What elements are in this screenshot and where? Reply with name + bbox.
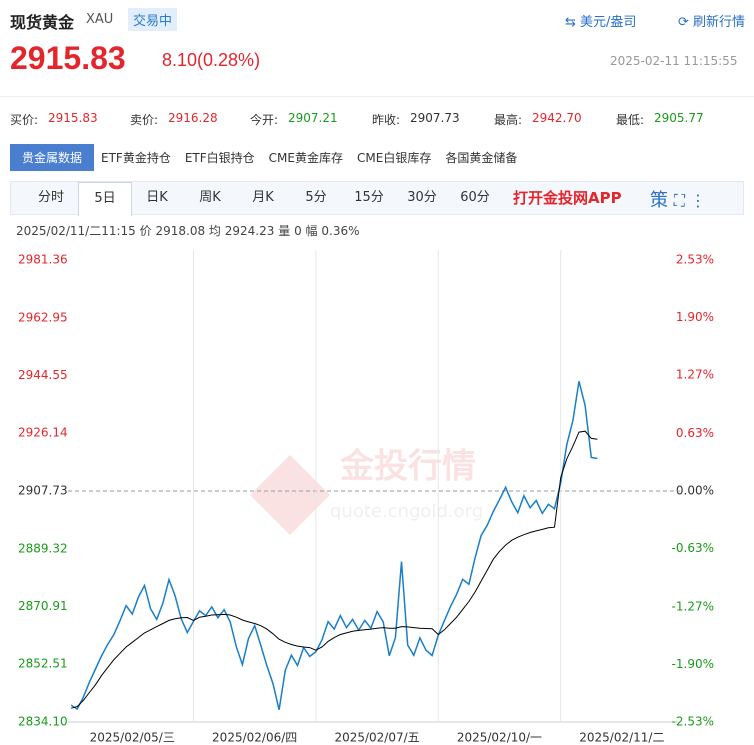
time: 2025-02-11 11:15:55 xyxy=(610,54,738,68)
series-line xyxy=(70,381,598,711)
x-tick-label: 2025/02/11/二 xyxy=(579,731,664,745)
y2-tick-label: -2.53% xyxy=(672,715,714,729)
icon[interactable]: 策 ⛶ ⋮ xyxy=(650,190,707,211)
y-tick-label: 2889.32 xyxy=(18,541,68,555)
quote-label: 昨收: xyxy=(372,113,401,127)
y-tick-label: 2926.14 xyxy=(18,426,68,440)
change: 8.10(0.28%) xyxy=(162,50,261,70)
period-tab[interactable]: 15分 xyxy=(354,190,384,205)
y2-tick-label: -1.27% xyxy=(672,599,714,613)
y2-tick-label: -1.90% xyxy=(672,657,714,671)
info-value: 2924.23 xyxy=(224,224,275,238)
y-tick-label: 2834.10 xyxy=(18,715,68,729)
unit-button[interactable]: ⇆ 美元/盎司 xyxy=(565,15,637,30)
quote-value: 2907.21 xyxy=(288,111,338,125)
info-label: 量 xyxy=(278,224,291,238)
tab[interactable]: CME黄金库存 xyxy=(268,151,343,165)
quote-value: 2916.28 xyxy=(168,111,218,125)
code: XAU xyxy=(86,12,114,27)
period-tab[interactable]: 60分 xyxy=(460,190,490,205)
y2-tick-label: 0.63% xyxy=(676,426,714,440)
y2-tick-label: 2.53% xyxy=(676,253,714,267)
period-tab[interactable]: 日K xyxy=(146,190,168,205)
tab[interactable]: CME白银库存 xyxy=(357,151,432,165)
quote-value: 2942.70 xyxy=(532,111,582,125)
info-label: 幅 xyxy=(305,224,318,238)
x-tick-label: 2025/02/07/五 xyxy=(334,731,419,745)
x-tick-label: 2025/02/10/一 xyxy=(457,731,542,745)
info-value: 2918.08 xyxy=(155,224,206,238)
period-bar: 分时 5日 日K 周K 月K 5分 15分 30分 60分 xyxy=(10,181,744,216)
y-tick-label: 2962.95 xyxy=(18,310,68,324)
info: 2025/02/11/二11:15 价 2918.08 均 2924.23 量 … xyxy=(16,222,360,239)
quote-label: 最低: xyxy=(616,113,645,127)
y-tick-label: 2870.91 xyxy=(18,599,68,613)
info-label: 价 xyxy=(139,224,152,238)
period-tab[interactable]: 月K xyxy=(252,190,274,205)
period-tab[interactable]: 5日 xyxy=(78,182,132,216)
quote-value: 2915.83 xyxy=(48,111,98,125)
period-tab[interactable]: 30分 xyxy=(407,190,437,205)
quote-label: 今开: xyxy=(250,113,279,127)
watermark-url: quote.cngold.org xyxy=(330,501,483,522)
tab[interactable]: 贵金属数据 xyxy=(10,144,95,171)
info-value: 0 xyxy=(294,224,302,238)
y-tick-label: 2944.55 xyxy=(18,368,68,382)
app-link[interactable]: 打开金投网APP xyxy=(513,189,622,207)
tab[interactable]: ETF黄金持仓 xyxy=(101,151,171,165)
unit: 美元/盎司 xyxy=(580,15,637,30)
quote-label: 买价: xyxy=(10,113,39,127)
period-tab[interactable]: 5分 xyxy=(305,190,327,205)
x-tick-label: 2025/02/06/四 xyxy=(212,731,297,745)
series-line xyxy=(70,430,598,709)
status: 交易中 xyxy=(128,8,178,31)
info-label: 均 xyxy=(208,224,221,238)
refresh: 刷新行情 xyxy=(693,15,746,30)
divider xyxy=(0,96,754,97)
info-value: 0.36% xyxy=(321,224,360,238)
period-tab[interactable]: 分时 xyxy=(37,190,64,205)
info-time: 2025/02/11/二11:15 xyxy=(16,224,136,238)
refresh-button[interactable]: ⟳ 刷新行情 xyxy=(678,15,746,30)
price: 2915.83 xyxy=(10,40,126,76)
quote-label: 卖价: xyxy=(130,113,159,127)
quote-label: 最高: xyxy=(494,113,523,127)
y2-tick-label: 1.27% xyxy=(676,368,714,382)
tabs: 贵金属数据 ETF黄金持仓 ETF白银持仓 CME黄金库存 CME白银库存 各国黄金储备 xyxy=(10,144,524,171)
x-tick-label: 2025/02/05/三 xyxy=(90,731,175,745)
y-tick-label: 2981.36 xyxy=(18,253,68,267)
icon-text: 策 xyxy=(650,190,668,211)
tab[interactable]: ETF白银持仓 xyxy=(184,151,255,165)
watermark-brand: 金投行情 xyxy=(339,447,476,487)
y2-tick-label: -0.63% xyxy=(672,541,714,555)
y2-tick-label: 0.00% xyxy=(676,484,714,498)
tab[interactable]: 各国黄金储备 xyxy=(445,151,518,165)
period-tab[interactable]: 周K xyxy=(199,190,221,205)
y-tick-label: 2907.73 xyxy=(18,484,68,498)
y-tick-label: 2852.51 xyxy=(18,657,68,671)
y2-tick-label: 1.90% xyxy=(676,310,714,324)
title: 现货黄金 xyxy=(10,13,75,32)
quote-value: 2905.77 xyxy=(654,111,704,125)
quote-value: 2907.73 xyxy=(410,111,460,125)
watermark: 金投行情 quote.cngold.org xyxy=(250,447,483,535)
